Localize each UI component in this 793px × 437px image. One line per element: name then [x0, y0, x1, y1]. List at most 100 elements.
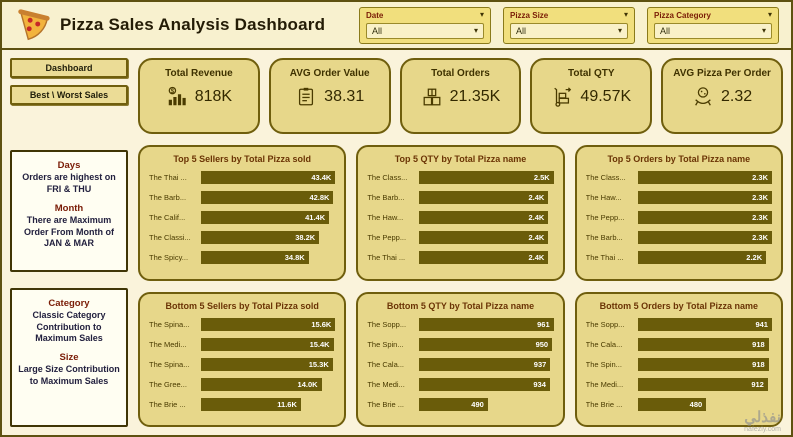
- bar-value-label: 941: [755, 319, 768, 329]
- bar-row: The Sopp... 961: [367, 317, 554, 331]
- bar-track: 941: [637, 317, 772, 331]
- insight-box-days-month: Days Orders are highest on FRI & THU Mon…: [10, 150, 128, 272]
- bar[interactable]: 2.3K: [637, 211, 772, 224]
- bar-category-label: The Class...: [367, 173, 408, 182]
- kpi-value: 38.31: [324, 87, 365, 105]
- nav-dashboard-button[interactable]: Dashboard: [10, 58, 128, 78]
- filter-date-label: Date: [366, 10, 384, 20]
- filter-pizza-size-dropdown[interactable]: All ▾: [510, 22, 628, 39]
- filter-pizza-category-dropdown[interactable]: All ▾: [654, 22, 772, 39]
- bar[interactable]: 937: [419, 357, 551, 371]
- bar[interactable]: 41.4K: [201, 211, 330, 224]
- bar[interactable]: 43.4K: [201, 171, 336, 184]
- bar[interactable]: 15.4K: [201, 337, 334, 351]
- bar[interactable]: 2.4K: [419, 251, 549, 264]
- bar-value-label: 11.6K: [277, 399, 297, 409]
- chart-title: Bottom 5 QTY by Total Pizza name: [386, 300, 535, 311]
- bar-track: 15.3K: [201, 357, 335, 371]
- bar-category-label: The Thai ...: [149, 173, 187, 182]
- bar[interactable]: 941: [637, 317, 772, 331]
- bar-track: 934: [419, 377, 553, 391]
- bar-row: The Cala... 937: [367, 357, 553, 371]
- bar-track: 490: [419, 397, 553, 411]
- bar-value-label: 34.8K: [284, 253, 305, 262]
- bar-row: The Pepp... 2.4K: [367, 231, 553, 244]
- bar-category-label: The Brie ...: [149, 399, 186, 409]
- chevron-down-icon[interactable]: ▾: [479, 10, 484, 19]
- bar[interactable]: 42.8K: [201, 191, 334, 204]
- bar[interactable]: 918: [637, 357, 769, 371]
- bar[interactable]: 2.2K: [637, 251, 767, 264]
- chart-bottom5-orders: Bottom 5 Orders by Total Pizza name The …: [574, 291, 783, 427]
- bar-track: 2.3K: [637, 231, 772, 244]
- bar[interactable]: 2.5K: [419, 171, 554, 184]
- bar-row: The Thai ... 43.4K: [149, 171, 336, 184]
- bar[interactable]: 480: [637, 397, 707, 411]
- filter-pizza-size: Pizza Size ▾ All ▾: [503, 6, 635, 44]
- bar[interactable]: 2.3K: [637, 191, 772, 204]
- kpi-row: Total Revenue $ 818K: [138, 58, 783, 134]
- bar[interactable]: 2.4K: [419, 231, 549, 244]
- nav-best-worst-sales-button[interactable]: Best \ Worst Sales: [10, 85, 128, 105]
- bar[interactable]: 912: [637, 377, 768, 391]
- bar-row: The Brie ... 480: [585, 397, 772, 411]
- bar-value-label: 2.3K: [752, 193, 768, 202]
- bar-track: 14.0K: [201, 377, 335, 391]
- charts-grid: Top 5 Sellers by Total Pizza sold The Th…: [138, 145, 783, 427]
- chevron-down-icon: ▾: [761, 25, 766, 35]
- filter-pizza-size-label: Pizza Size: [510, 10, 549, 20]
- bar-category-label: The Barb...: [585, 233, 623, 242]
- chevron-down-icon[interactable]: ▾: [767, 10, 772, 19]
- bar-row: The Spin... 918: [586, 357, 772, 371]
- bar[interactable]: 14.0K: [201, 377, 322, 391]
- bar[interactable]: 15.3K: [201, 357, 333, 371]
- insight-heading-days: Days: [57, 160, 81, 171]
- insight-text-days: Orders are highest on FRI & THU: [22, 172, 116, 195]
- bar-track: 2.4K: [419, 251, 553, 264]
- bar[interactable]: 490: [419, 397, 488, 411]
- bar-row: The Calif... 41.4K: [149, 211, 335, 224]
- bar-track: 480: [637, 397, 772, 411]
- bar-value-label: 918: [752, 359, 765, 369]
- bar-value-label: 934: [533, 379, 546, 389]
- kpi-value: 49.57K: [580, 87, 632, 105]
- bar-track: 937: [419, 357, 553, 371]
- bar-value-label: 2.3K: [752, 213, 768, 222]
- insight-text-month: There are Maximum Order From Month of JA…: [24, 215, 114, 249]
- bar-row: The Medi... 912: [586, 377, 772, 391]
- bar[interactable]: 15.6K: [201, 317, 336, 331]
- bar-value-label: 937: [533, 359, 547, 369]
- kpi-avg-order-value: AVG Order Value 38.31: [268, 58, 391, 134]
- bar[interactable]: 2.4K: [419, 191, 549, 204]
- chart-title: Top 5 Sellers by Total Pizza sold: [173, 154, 312, 164]
- filter-date-dropdown[interactable]: All ▾: [366, 22, 484, 39]
- bar-value-label: 490: [471, 399, 484, 409]
- bar[interactable]: 2.3K: [637, 231, 772, 244]
- kpi-label: AVG Order Value: [289, 68, 370, 79]
- main-area: Dashboard Best \ Worst Sales Days Orders…: [2, 50, 791, 435]
- bar[interactable]: 38.2K: [201, 231, 320, 244]
- chevron-down-icon[interactable]: ▾: [623, 10, 628, 19]
- bar[interactable]: 961: [419, 317, 554, 331]
- bar[interactable]: 934: [419, 377, 550, 391]
- chevron-down-icon: ▾: [473, 25, 478, 35]
- bar[interactable]: 2.3K: [637, 171, 772, 184]
- bar-category-label: The Pepp...: [367, 233, 407, 242]
- bar-value-label: 2.3K: [752, 173, 768, 182]
- bar-row: The Spin... 950: [367, 337, 553, 351]
- bar[interactable]: 918: [637, 337, 769, 351]
- bar-row: The Medi... 15.4K: [149, 337, 335, 351]
- bar-category-label: The Brie ...: [585, 399, 623, 409]
- bar-value-label: 42.8K: [309, 193, 330, 202]
- bar[interactable]: 2.4K: [419, 211, 549, 224]
- bar[interactable]: 11.6K: [201, 397, 301, 411]
- bar-track: 918: [637, 337, 772, 351]
- bar-row: The Thai ... 2.2K: [586, 251, 772, 264]
- chart-bottom5-qty: Bottom 5 QTY by Total Pizza name The Sop…: [356, 291, 565, 427]
- bar-category-label: The Medi...: [367, 379, 405, 389]
- bar[interactable]: 34.8K: [201, 251, 309, 264]
- bar[interactable]: 950: [419, 337, 553, 351]
- bar-value-label: 2.4K: [528, 233, 545, 242]
- bar-category-label: The Spina...: [149, 319, 190, 329]
- bar-value-label: 961: [537, 319, 550, 329]
